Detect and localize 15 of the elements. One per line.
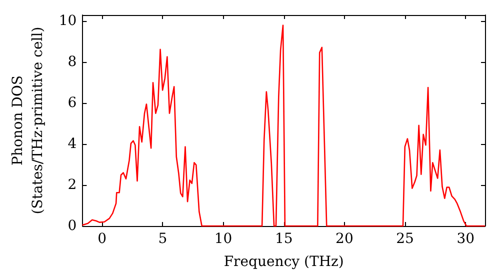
x-tick-label: 0 <box>98 231 107 247</box>
y-tick-label: 4 <box>68 136 77 152</box>
y-tick-label: 0 <box>68 218 77 234</box>
x-tick-label: 15 <box>274 231 293 247</box>
x-tick-label: 25 <box>396 231 414 247</box>
x-tick-label: 10 <box>214 231 232 247</box>
y-tick-label: 2 <box>68 177 77 194</box>
x-axis-title: Frequency (THz) <box>224 254 344 270</box>
y-axis-title: Phonon DOS (States/THz·primitive cell) <box>10 26 46 214</box>
x-tick-label: 30 <box>456 231 475 247</box>
y-tick-label: 8 <box>68 54 77 70</box>
x-tick-label: 5 <box>158 231 168 247</box>
y-tick-label: 10 <box>58 13 77 30</box>
y-tick-label: 6 <box>68 95 77 112</box>
x-tick-label: 20 <box>336 231 354 247</box>
